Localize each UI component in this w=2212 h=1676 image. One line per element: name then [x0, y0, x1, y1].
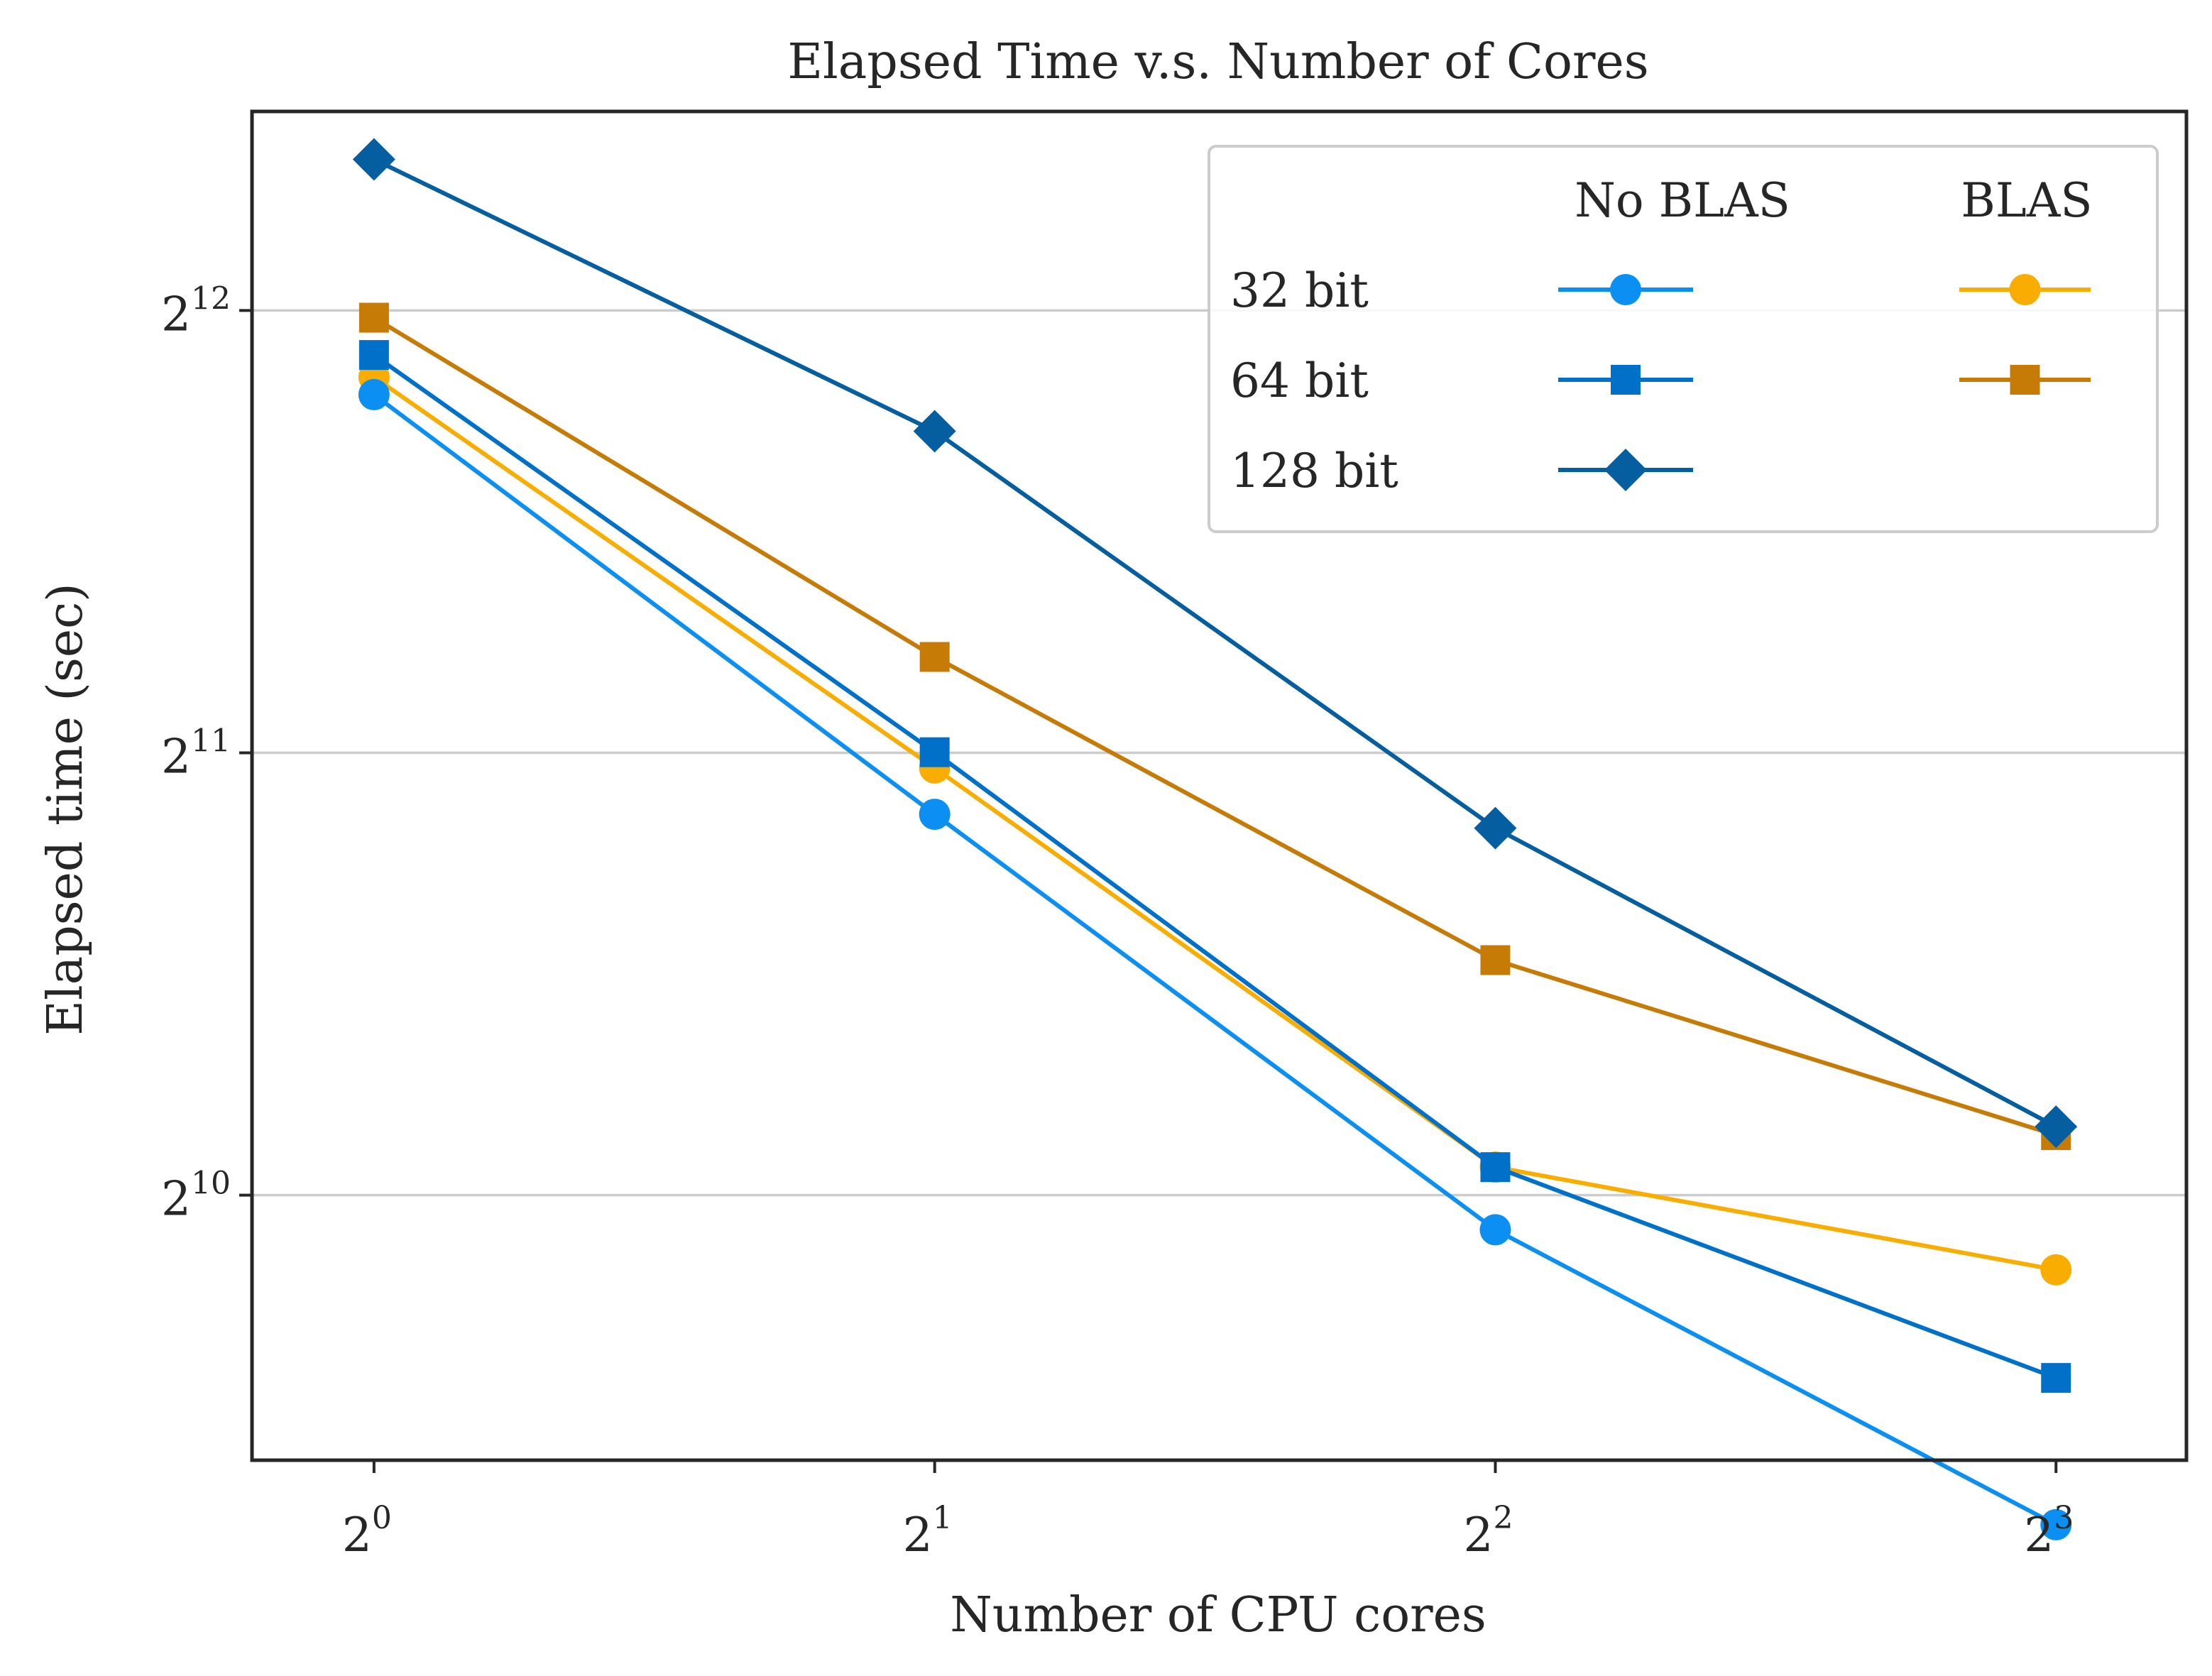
series-line-64bit-blas: [373, 315, 2057, 1137]
series-line-32bit-blas: [373, 375, 2057, 1272]
y-tick-label: 211: [161, 723, 231, 784]
legend: No BLAS BLAS 32 bit 64 bit 128 bit: [1208, 145, 2159, 533]
legend-swatch-marker: [2010, 365, 2040, 395]
legend-row-label: 32 bit: [1230, 263, 1369, 318]
plot-frame: [250, 109, 2189, 1462]
chart-title: Elapsed Time v.s. Number of Cores: [787, 34, 1648, 90]
legend-swatch-marker: [2009, 274, 2041, 305]
y-tick-label: 210: [161, 1166, 231, 1227]
data-point-64bit-no-blas: [919, 737, 950, 767]
series-32bit-no-blas: [358, 378, 2072, 1540]
x-tick-exponent: 3: [2054, 1500, 2074, 1536]
y-tick-exponent: 12: [191, 280, 231, 317]
data-point-64bit-blas: [358, 302, 389, 333]
data-point-32bit-no-blas: [1479, 1214, 1511, 1246]
legend-row-label: 128 bit: [1230, 444, 1398, 498]
data-point-64bit-no-blas: [2041, 1363, 2071, 1393]
legend-box: [1208, 145, 2159, 533]
data-point-128bit-no-blas: [1474, 806, 1517, 850]
data-point-128bit-no-blas: [352, 138, 395, 181]
x-tick-label: 21: [903, 1500, 953, 1562]
y-tick-exponent: 11: [191, 723, 231, 760]
data-point-32bit-no-blas: [358, 378, 390, 410]
series-line-64bit-no-blas: [373, 353, 2057, 1380]
legend-swatch-marker: [1604, 449, 1647, 491]
legend-column-header: No BLAS: [1575, 173, 1790, 228]
data-point-64bit-no-blas: [358, 340, 389, 371]
series-64bit-no-blas: [358, 340, 2071, 1393]
series-layer: [352, 138, 2078, 1540]
data-point-64bit-no-blas: [1480, 1152, 1511, 1183]
legend-swatch-marker: [1611, 365, 1641, 395]
data-point-32bit-blas: [2040, 1254, 2072, 1286]
y-tick-exponent: 10: [191, 1166, 231, 1202]
x-tick-exponent: 1: [933, 1500, 953, 1536]
x-tick-label: 23: [2024, 1500, 2074, 1562]
x-tick-exponent: 2: [1493, 1500, 1513, 1536]
series-line-32bit-no-blas: [373, 393, 2057, 1527]
legend-column-header: BLAS: [1961, 173, 2092, 228]
data-point-64bit-blas: [919, 642, 950, 672]
x-tick-label: 20: [342, 1500, 392, 1562]
y-axis-label: Elapsed time (sec): [38, 583, 94, 1035]
series-128bit-no-blas: [352, 138, 2078, 1149]
data-point-32bit-no-blas: [919, 799, 951, 831]
series-line-128bit-no-blas: [373, 157, 2057, 1129]
x-tick-exponent: 0: [372, 1500, 392, 1536]
y-tick-label: 212: [161, 280, 231, 341]
legend-swatch-marker: [1610, 274, 1641, 305]
data-point-128bit-no-blas: [2035, 1105, 2078, 1149]
legend-row-label: 64 bit: [1230, 354, 1369, 408]
data-point-128bit-no-blas: [913, 410, 956, 453]
data-point-32bit-no-blas: [2040, 1508, 2072, 1540]
x-axis-label: Number of CPU cores: [950, 1587, 1486, 1643]
data-point-64bit-blas: [1480, 945, 1511, 975]
x-tick-label: 22: [1463, 1500, 1513, 1562]
